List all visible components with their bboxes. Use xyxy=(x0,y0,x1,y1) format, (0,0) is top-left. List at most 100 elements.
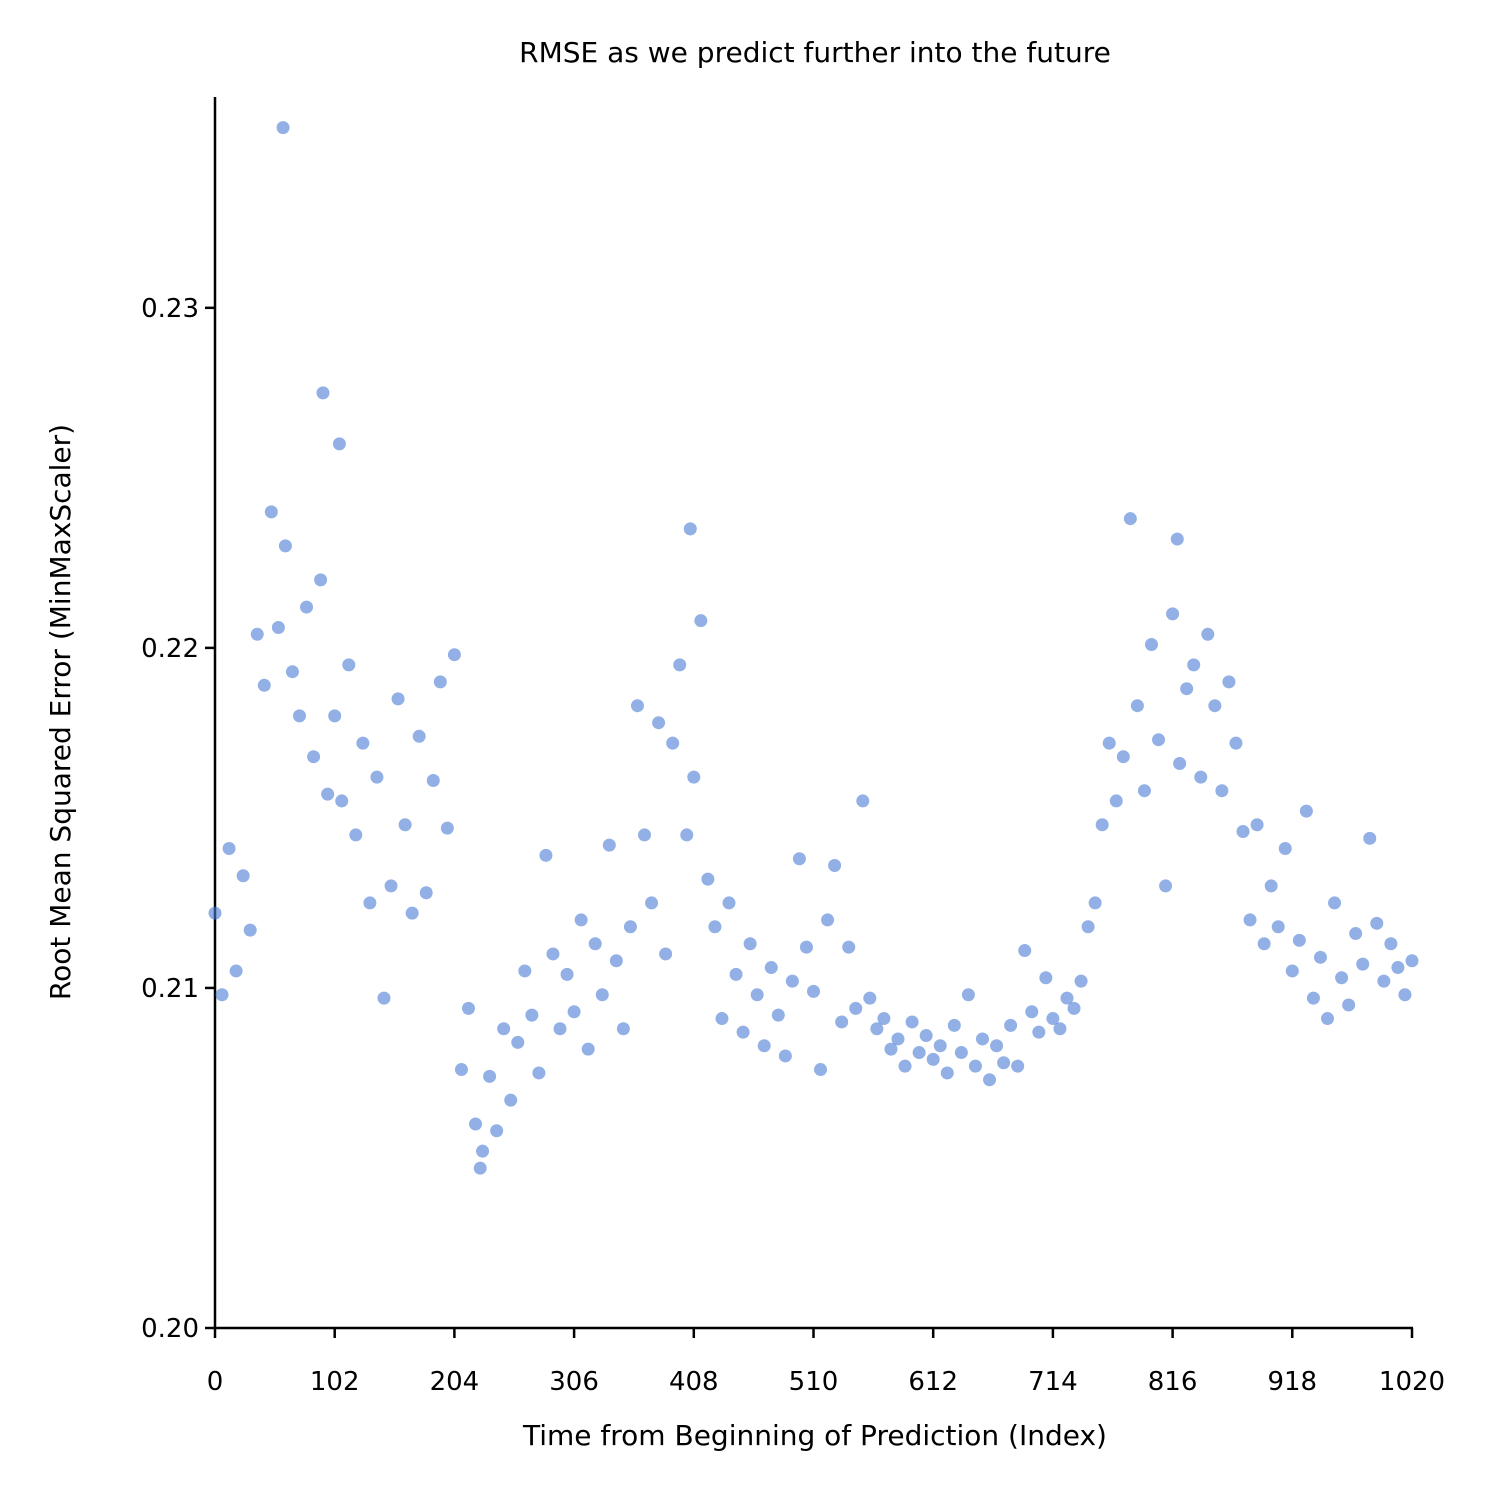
point xyxy=(1053,1022,1067,1036)
point xyxy=(1271,920,1285,934)
point xyxy=(940,1066,954,1080)
point xyxy=(884,1042,898,1056)
point xyxy=(926,1052,940,1066)
point xyxy=(828,859,842,873)
point xyxy=(473,1161,487,1175)
point xyxy=(609,954,623,968)
point xyxy=(743,937,757,951)
point xyxy=(1074,974,1088,988)
point xyxy=(983,1073,997,1087)
point xyxy=(792,852,806,866)
x-tick-label: 306 xyxy=(549,1367,599,1397)
point xyxy=(778,1049,792,1063)
point xyxy=(1398,988,1412,1002)
point xyxy=(511,1035,525,1049)
point xyxy=(321,787,335,801)
point xyxy=(799,940,813,954)
point xyxy=(276,121,290,135)
point xyxy=(1250,818,1264,832)
x-axis-label: Time from Beginning of Prediction (Index… xyxy=(522,1419,1107,1452)
y-tick-label: 0.20 xyxy=(141,1314,199,1344)
point xyxy=(722,896,736,910)
point xyxy=(1025,1005,1039,1019)
y-tick-label: 0.22 xyxy=(141,634,199,664)
point xyxy=(1170,532,1184,546)
point xyxy=(729,967,743,981)
point xyxy=(1137,784,1151,798)
point xyxy=(1004,1018,1018,1032)
point xyxy=(1032,1025,1046,1039)
point xyxy=(581,1042,595,1056)
point xyxy=(1081,920,1095,934)
point xyxy=(1159,879,1173,893)
point xyxy=(659,947,673,961)
point xyxy=(1257,937,1271,951)
point xyxy=(370,770,384,784)
point xyxy=(1201,627,1215,641)
point xyxy=(694,614,708,628)
point xyxy=(919,1029,933,1043)
point xyxy=(300,600,314,614)
point xyxy=(652,716,666,730)
point xyxy=(391,692,405,706)
point xyxy=(1222,675,1236,689)
point xyxy=(736,1025,750,1039)
point xyxy=(229,964,243,978)
point xyxy=(398,818,412,832)
point xyxy=(490,1124,504,1138)
point xyxy=(602,838,616,852)
point xyxy=(483,1069,497,1083)
x-tick-label: 714 xyxy=(1028,1367,1078,1397)
point xyxy=(630,699,644,713)
point xyxy=(1278,842,1292,856)
x-tick-label: 612 xyxy=(908,1367,958,1397)
point xyxy=(1349,927,1363,941)
point xyxy=(877,1012,891,1026)
point xyxy=(954,1046,968,1060)
point xyxy=(807,984,820,998)
point xyxy=(332,437,346,451)
chart-title: RMSE as we predict further into the futu… xyxy=(519,36,1111,69)
point xyxy=(1018,944,1032,958)
point xyxy=(1187,658,1201,672)
point xyxy=(1102,736,1116,750)
point xyxy=(314,573,328,587)
point xyxy=(243,923,257,937)
point xyxy=(891,1032,905,1046)
point xyxy=(975,1032,989,1046)
point xyxy=(814,1063,828,1077)
point xyxy=(1123,512,1137,526)
point xyxy=(405,906,419,920)
point xyxy=(898,1059,912,1073)
point xyxy=(567,1005,581,1019)
point xyxy=(961,988,975,1002)
point xyxy=(412,729,426,743)
point xyxy=(638,828,652,842)
point xyxy=(616,1022,630,1036)
point xyxy=(208,906,222,920)
point xyxy=(222,842,236,856)
point xyxy=(553,1022,567,1036)
point xyxy=(1067,1001,1081,1015)
x-tick-label: 102 xyxy=(310,1367,360,1397)
point xyxy=(1152,733,1166,747)
point xyxy=(316,386,330,400)
x-tick-label: 816 xyxy=(1148,1367,1198,1397)
point xyxy=(595,988,609,1002)
point xyxy=(433,675,447,689)
point xyxy=(870,1022,884,1036)
point xyxy=(997,1056,1011,1070)
point xyxy=(645,896,659,910)
point xyxy=(1046,1012,1060,1026)
point xyxy=(384,879,398,893)
point xyxy=(574,913,588,927)
point xyxy=(356,736,370,750)
point xyxy=(1306,991,1320,1005)
point xyxy=(539,848,553,862)
point xyxy=(1236,825,1250,839)
point xyxy=(764,961,778,975)
point xyxy=(1166,607,1180,621)
point xyxy=(1088,896,1102,910)
point xyxy=(1377,974,1391,988)
